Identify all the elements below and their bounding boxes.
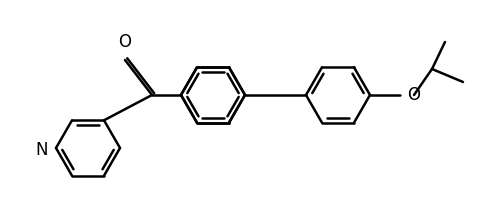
Text: N: N [36,141,48,159]
Text: O: O [407,86,420,104]
Text: O: O [118,33,132,51]
